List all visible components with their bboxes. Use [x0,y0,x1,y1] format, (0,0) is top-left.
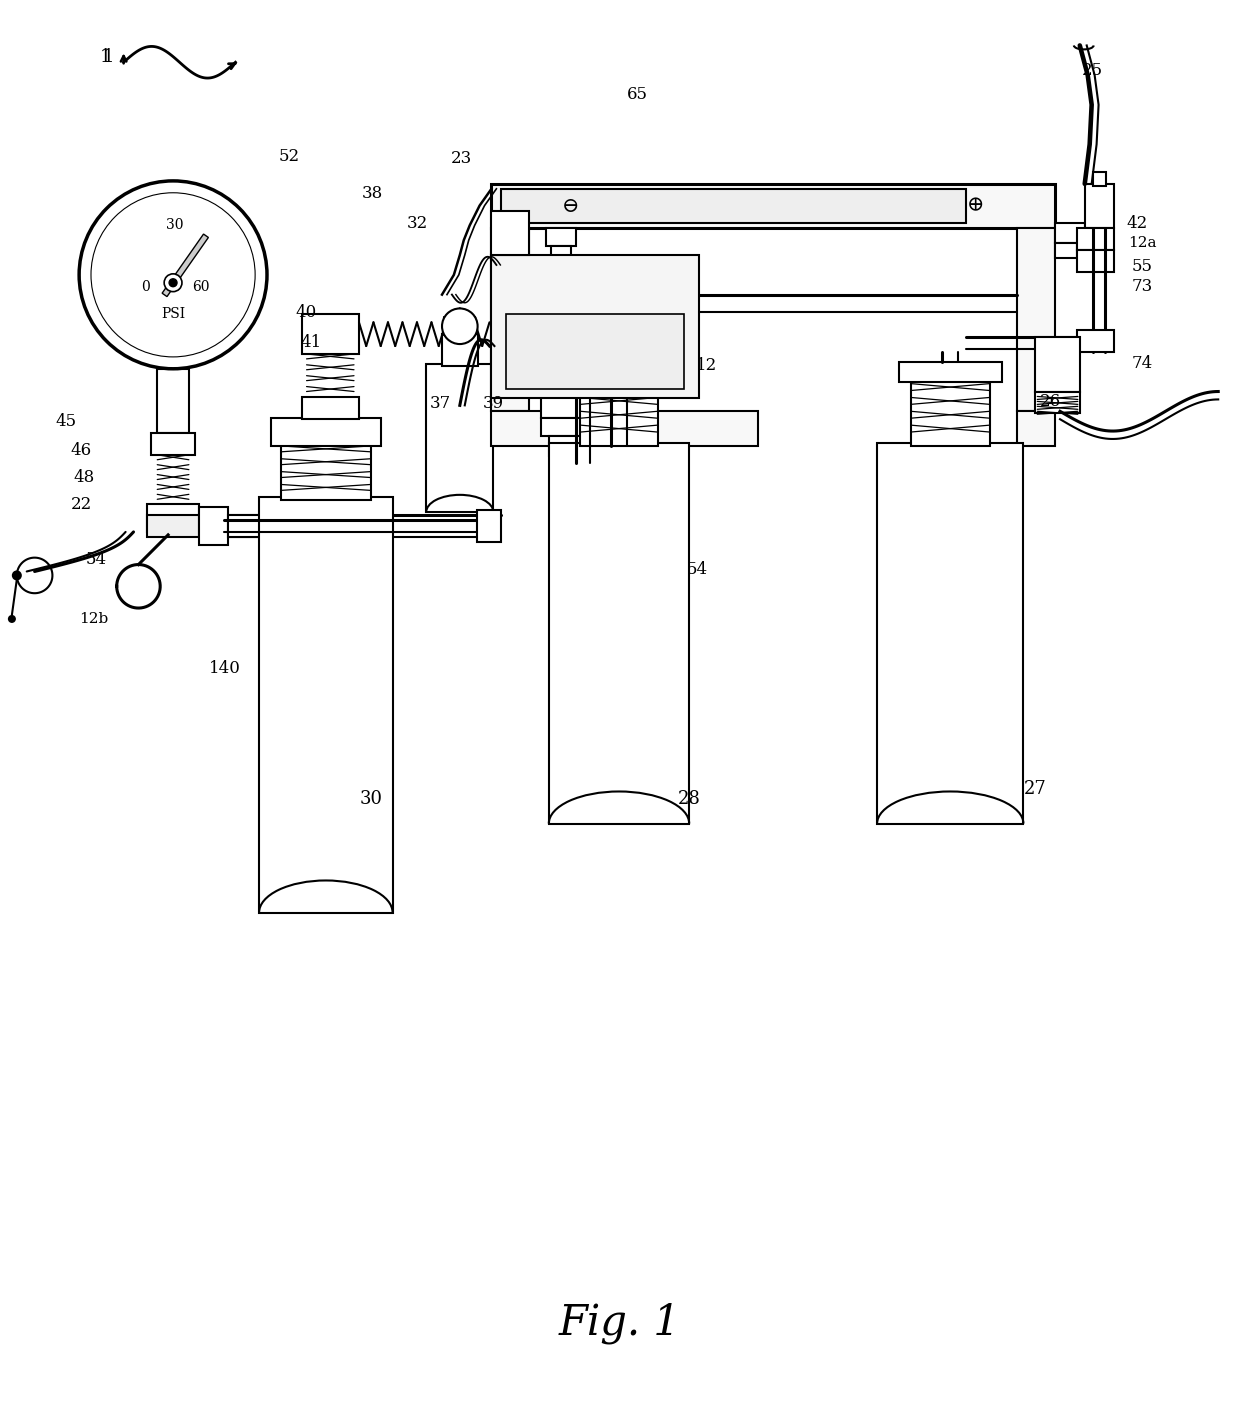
Bar [1085,184,1115,229]
Text: 54: 54 [86,551,107,568]
Circle shape [12,571,21,579]
Circle shape [164,274,182,292]
Text: 48: 48 [73,469,94,485]
Bar [541,373,595,418]
Bar [551,246,570,261]
Text: 46: 46 [71,442,92,459]
Text: 12b: 12b [79,612,109,626]
Text: 37: 37 [429,394,450,412]
Bar [899,362,1002,382]
Bar [280,443,371,501]
Bar [1018,411,1055,446]
Circle shape [441,309,477,344]
Text: 0: 0 [141,279,150,293]
Text: 27: 27 [1024,780,1047,798]
Text: 54: 54 [687,561,708,578]
Text: Fig. 1: Fig. 1 [559,1302,681,1344]
Bar [151,434,195,455]
Text: 30: 30 [360,790,382,808]
Bar [441,334,477,366]
Bar [1035,337,1080,391]
Text: 1: 1 [100,48,112,66]
Bar [148,515,198,537]
Bar [301,397,358,419]
Text: 42: 42 [1126,215,1148,231]
Bar [1055,243,1076,258]
Bar [1076,250,1115,272]
Text: 52: 52 [278,147,299,164]
Bar [228,515,293,537]
Polygon shape [162,281,176,296]
Text: 73: 73 [1131,278,1153,295]
Bar [259,497,393,912]
Bar [541,418,595,436]
Bar [491,210,529,255]
Bar [301,314,358,354]
Bar [1035,391,1080,414]
Bar [570,362,667,382]
Circle shape [169,279,177,286]
Bar [491,184,1055,229]
Text: 41: 41 [301,334,322,351]
Text: 39: 39 [482,394,503,412]
Bar [476,511,501,542]
Bar [272,418,381,446]
Text: 38: 38 [362,185,383,202]
Text: ⊖: ⊖ [562,196,579,216]
Text: 65: 65 [627,87,649,104]
Text: 74: 74 [1131,355,1153,372]
Text: 23: 23 [451,150,472,167]
Text: 40: 40 [296,304,317,321]
Bar [1092,173,1106,185]
Text: 140: 140 [208,659,241,676]
Text: 60: 60 [192,279,210,293]
Bar [427,363,494,512]
Bar [549,443,689,824]
Bar [546,229,575,246]
Bar [198,508,228,544]
Circle shape [79,181,267,369]
Bar [148,504,198,532]
Text: 12: 12 [697,358,718,375]
Bar [501,189,966,223]
Text: 22: 22 [71,495,92,512]
Text: 12a: 12a [1128,236,1157,250]
Bar [1018,229,1055,411]
Circle shape [9,616,15,622]
Bar [491,255,699,398]
Text: 55: 55 [1132,258,1153,275]
Bar [1076,330,1115,352]
Bar [157,369,188,434]
Text: 28: 28 [678,790,701,808]
Bar [549,436,588,456]
Bar [877,443,1023,824]
Text: 30: 30 [166,219,184,233]
Text: 26: 26 [1039,393,1060,410]
Bar [1055,223,1085,243]
Bar [1076,229,1115,250]
Polygon shape [171,234,208,285]
Text: 1: 1 [103,48,114,66]
Text: 45: 45 [56,412,77,429]
Bar [580,379,657,446]
Text: PSI: PSI [161,307,185,321]
Text: ⊕: ⊕ [967,196,985,216]
Bar [491,229,529,411]
Text: 25: 25 [1083,62,1104,79]
Bar [910,379,990,446]
Text: 32: 32 [407,215,428,231]
Bar [506,314,684,389]
Bar [491,411,759,446]
